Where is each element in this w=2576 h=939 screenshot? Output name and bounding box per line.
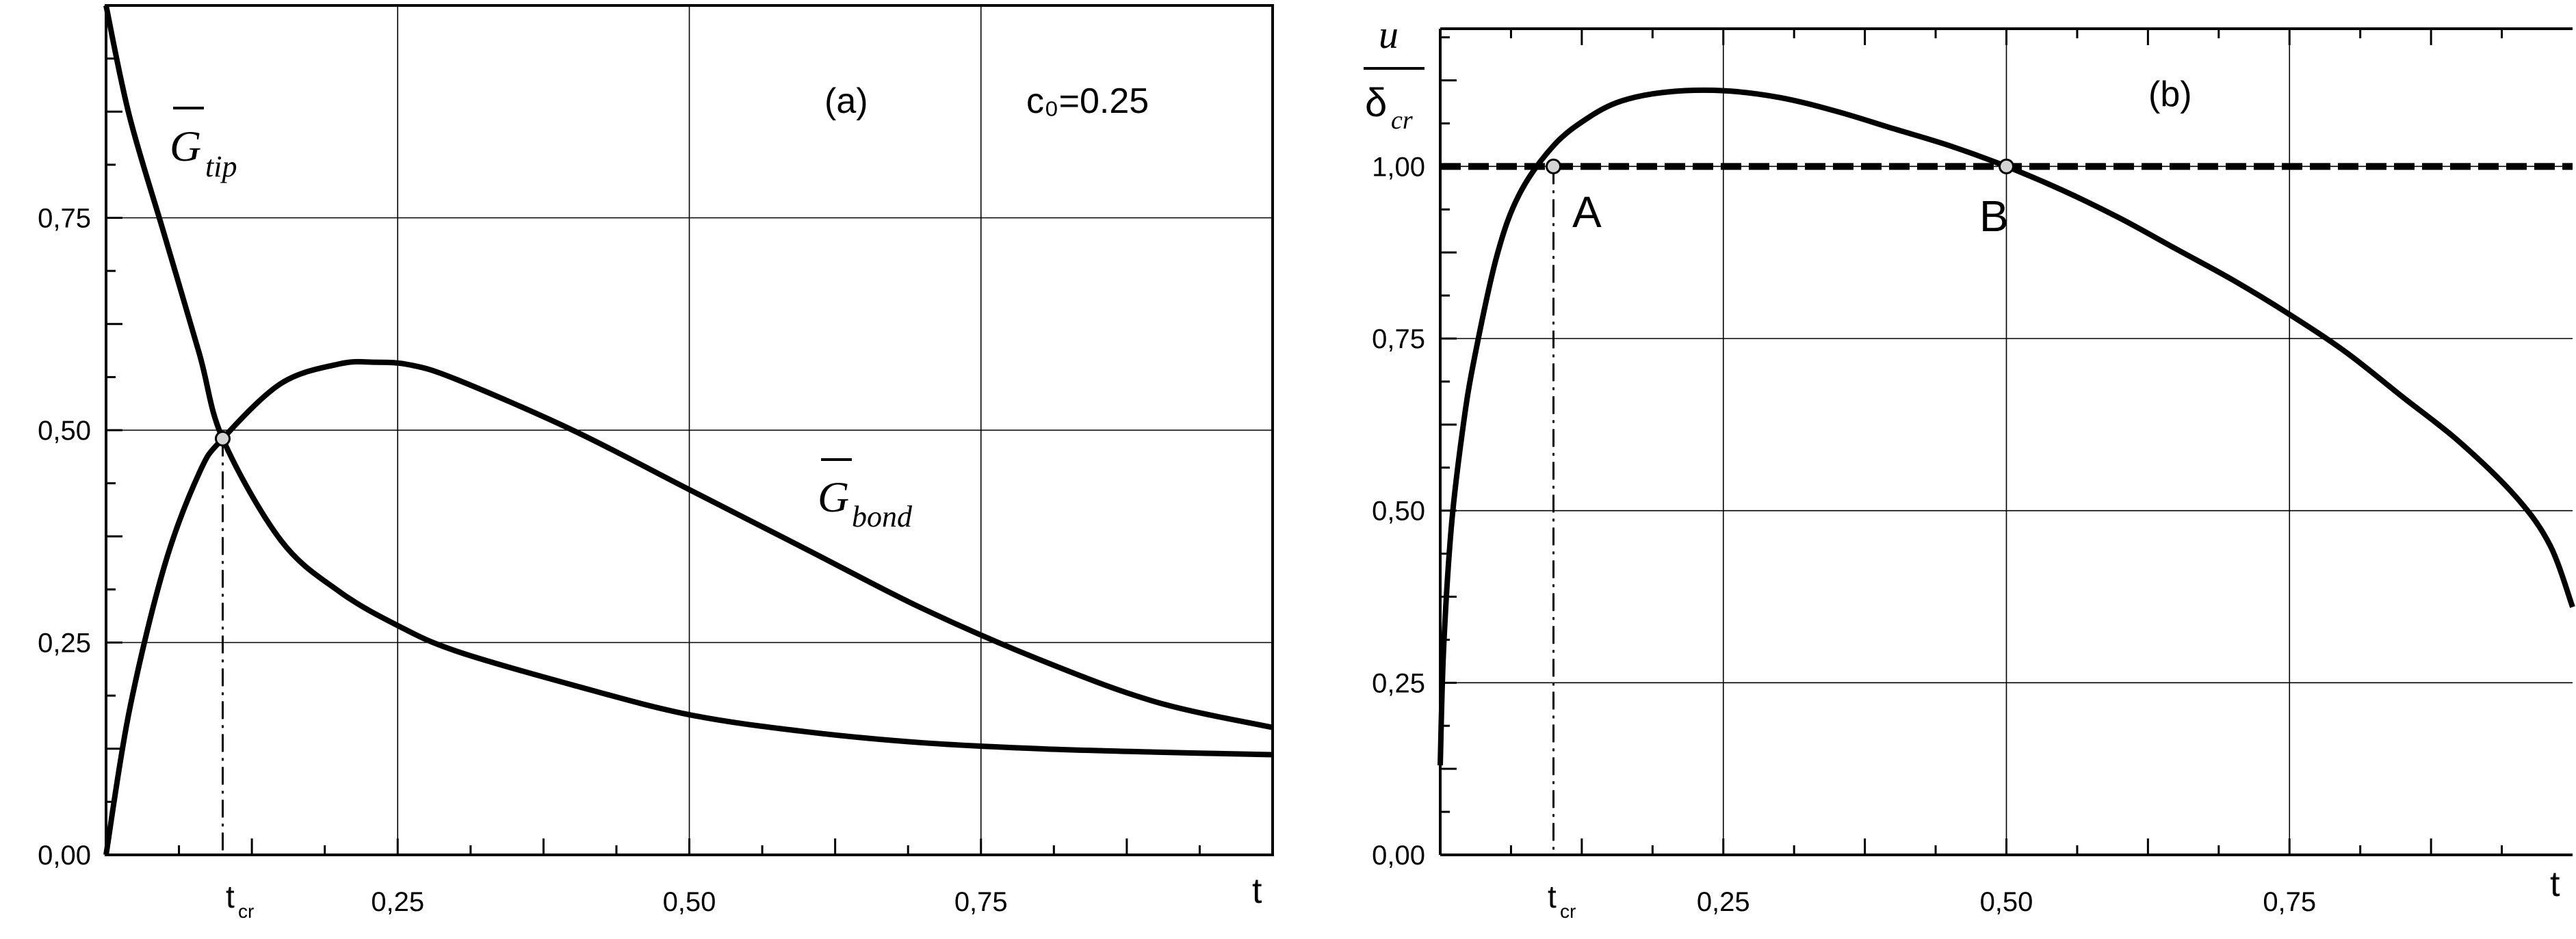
panel-b-ylabel-denominator: δ (1365, 81, 1387, 125)
panel-a-tcr-label: t (226, 879, 235, 914)
y-tick-label: 0,25 (38, 629, 91, 659)
point-A-label: A (1572, 187, 1602, 237)
panel-a: 0,25 0,50 0,75 0,00 0,25 0,50 0,75 (a) c₀=0.25… (38, 4, 1274, 922)
panel-b-curves (1437, 87, 2575, 855)
g-tip-subscript: tip (205, 150, 237, 183)
panel-b-x-axis-label: t (2550, 864, 2560, 904)
panel-a-x-axis-label: t (1252, 871, 1262, 911)
panel-a-frame (105, 4, 1274, 856)
y-tick-label: 0,75 (38, 204, 91, 234)
panel-b-ylabel-subscript: cr (1391, 106, 1413, 135)
panel-a-parameter: c₀=0.25 (1026, 81, 1149, 121)
panel-a-curves (103, 5, 1273, 856)
y-tick-label: 0,50 (38, 416, 91, 446)
panel-b-grid (1440, 29, 2573, 855)
panel-a-tick-labels: 0,25 0,50 0,75 0,00 0,25 0,50 0,75 (38, 204, 1008, 918)
y-tick-label: 0,75 (1372, 324, 1425, 354)
g-tip-label: G (170, 122, 201, 170)
point-A-marker (1546, 158, 1561, 174)
panel-a-label: (a) (824, 81, 868, 121)
g-bond-curve (103, 358, 1273, 856)
panel-b-tick-labels: 0,25 0,50 0,75 0,00 0,25 0,50 0,75 1,00 (1372, 152, 2316, 917)
panel-b-label: (b) (2148, 75, 2192, 114)
panel-a-ticks (106, 57, 1201, 855)
y-tick-label: 0,00 (1372, 841, 1425, 871)
x-tick-label: 0,75 (2263, 887, 2316, 917)
g-tip-curve (103, 5, 1273, 758)
point-B-marker (1999, 158, 2014, 174)
panel-b-ylabel-numerator: u (1379, 12, 1398, 57)
panel-b-tcr-subscript: cr (1560, 901, 1576, 922)
panel-b: 0,25 0,50 0,75 0,00 0,25 0,50 0,75 1,00 (b) u δ… (1364, 12, 2575, 922)
intersection-marker (215, 430, 231, 447)
y-tick-label: 1,00 (1372, 152, 1425, 182)
point-B-label: B (1979, 191, 2009, 241)
g-bond-subscript: bond (852, 500, 913, 533)
g-bond-label: G (818, 473, 849, 521)
y-tick-label: 0,00 (38, 841, 91, 871)
u-over-delta-curve (1437, 87, 2575, 766)
y-tick-label: 0,25 (1372, 668, 1425, 698)
panel-a-tcr-subscript: cr (238, 901, 254, 922)
x-tick-label: 0,50 (1980, 887, 2033, 917)
x-tick-label: 0,75 (954, 887, 1008, 917)
panel-a-grid (106, 5, 1273, 855)
x-tick-label: 0,25 (1697, 887, 1750, 917)
panel-b-tcr-label: t (1548, 879, 1557, 914)
y-tick-label: 0,50 (1372, 497, 1425, 527)
x-tick-label: 0,50 (663, 887, 716, 917)
x-tick-label: 0,25 (371, 887, 424, 917)
